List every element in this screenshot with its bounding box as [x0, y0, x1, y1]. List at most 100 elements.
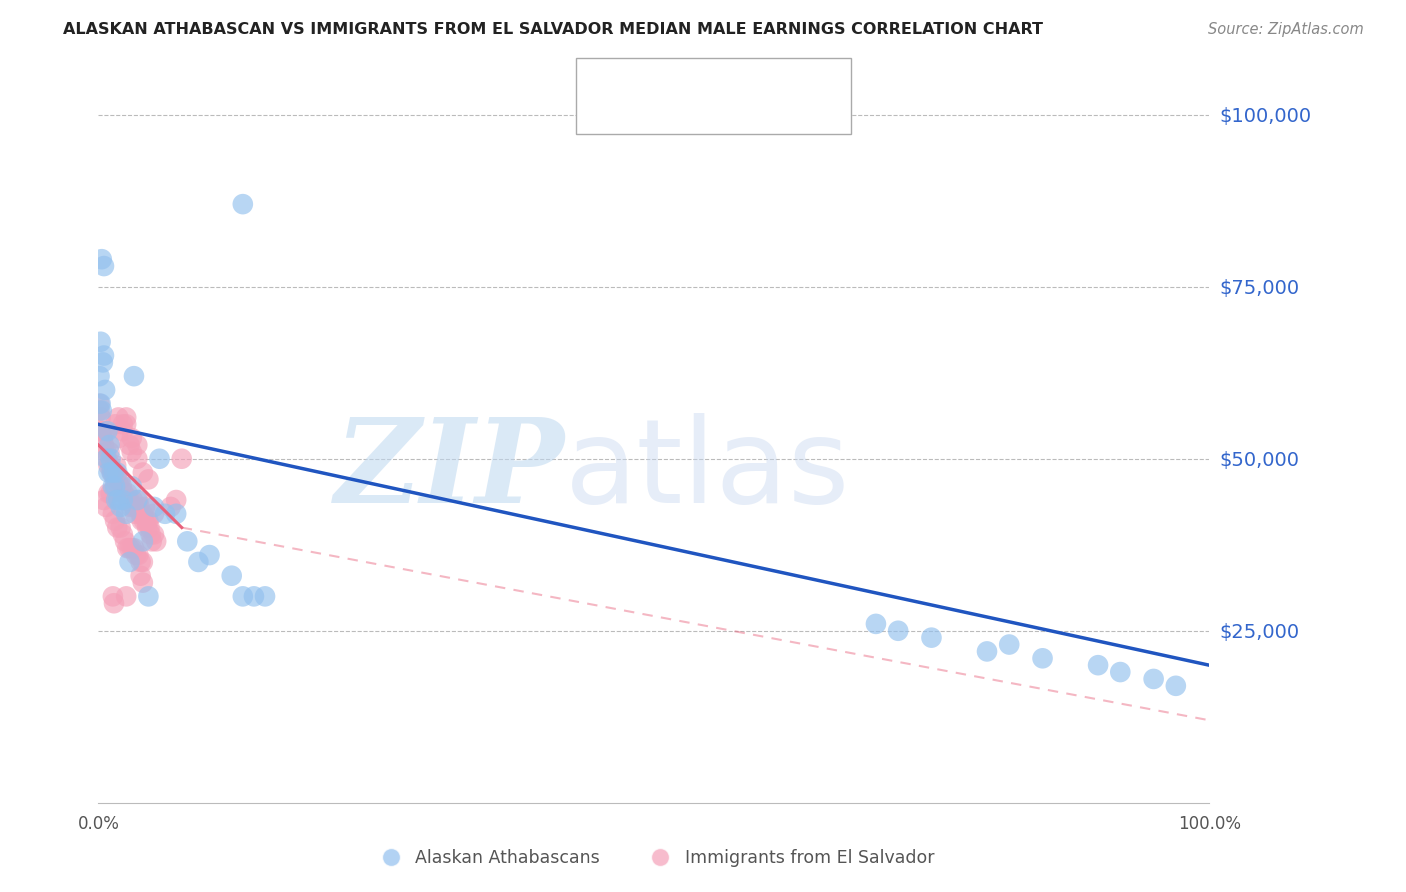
Point [127, 451, 149, 466]
Point [153, 507, 176, 521]
Point [145, 534, 167, 549]
Point [114, 534, 136, 549]
Point [93, 493, 115, 508]
Point [253, 590, 276, 604]
Point [138, 590, 160, 604]
Text: R =: R = [617, 105, 654, 124]
Point [105, 466, 128, 480]
Point [176, 534, 198, 549]
Text: N =: N = [716, 72, 752, 90]
Text: N =: N = [716, 105, 752, 124]
Text: 89: 89 [747, 105, 769, 124]
Point [90, 403, 112, 417]
Point [115, 410, 138, 425]
Point [998, 638, 1021, 652]
Point [89, 397, 111, 411]
Text: Source: ZipAtlas.com: Source: ZipAtlas.com [1208, 22, 1364, 37]
Point [110, 500, 132, 514]
Point [107, 431, 129, 445]
Point [101, 466, 124, 480]
Point [187, 555, 209, 569]
Point [104, 417, 127, 432]
Point [232, 197, 254, 211]
Point [1032, 651, 1054, 665]
Point [117, 486, 139, 500]
Point [111, 424, 134, 438]
Point [91, 431, 114, 445]
Point [120, 500, 142, 514]
Point [125, 500, 148, 514]
Point [105, 472, 128, 486]
Point [115, 590, 138, 604]
Point [117, 541, 139, 556]
Point [143, 500, 166, 514]
Point [129, 507, 152, 521]
Point [122, 369, 145, 384]
Point [90, 397, 112, 411]
Point [89, 369, 111, 384]
Point [1164, 679, 1187, 693]
Point [103, 466, 125, 480]
Point [101, 479, 124, 493]
Text: R =: R = [617, 72, 654, 90]
Point [96, 451, 118, 466]
Point [100, 466, 122, 480]
Point [127, 438, 149, 452]
Point [143, 507, 166, 521]
Point [127, 493, 149, 508]
Point [138, 514, 160, 528]
Point [115, 507, 138, 521]
Point [90, 410, 112, 425]
Point [122, 500, 145, 514]
Point [118, 438, 141, 452]
Point [198, 548, 221, 562]
Point [110, 472, 132, 486]
Point [138, 520, 160, 534]
Point [921, 631, 943, 645]
Point [107, 410, 129, 425]
Point [148, 451, 170, 466]
Point [100, 486, 122, 500]
Point [94, 424, 117, 438]
Point [121, 479, 143, 493]
Point [128, 500, 150, 514]
Point [159, 500, 181, 514]
Point [127, 493, 149, 508]
Point [111, 417, 134, 432]
Text: ●: ● [595, 71, 613, 91]
Point [100, 458, 122, 473]
Point [1087, 658, 1109, 673]
Point [101, 507, 124, 521]
Point [90, 334, 112, 349]
Point [115, 417, 138, 432]
Point [135, 514, 157, 528]
Point [91, 355, 114, 369]
Point [124, 507, 146, 521]
Point [136, 520, 159, 534]
Point [1143, 672, 1166, 686]
Point [976, 644, 998, 658]
Text: ●: ● [595, 104, 613, 125]
Point [96, 445, 118, 459]
Point [132, 534, 155, 549]
Text: 52: 52 [747, 72, 769, 90]
Point [104, 479, 127, 493]
Point [129, 568, 152, 582]
Point [111, 493, 134, 508]
Point [97, 486, 120, 500]
Point [118, 493, 141, 508]
Point [165, 493, 187, 508]
Point [107, 493, 129, 508]
Point [103, 596, 125, 610]
Point [97, 466, 120, 480]
Point [887, 624, 910, 638]
Text: ZIP: ZIP [335, 413, 565, 528]
Point [105, 520, 128, 534]
Point [89, 403, 111, 417]
Point [125, 548, 148, 562]
Point [132, 507, 155, 521]
Point [98, 445, 121, 459]
Point [127, 548, 149, 562]
Text: -0.361: -0.361 [651, 105, 710, 124]
Point [100, 451, 122, 466]
